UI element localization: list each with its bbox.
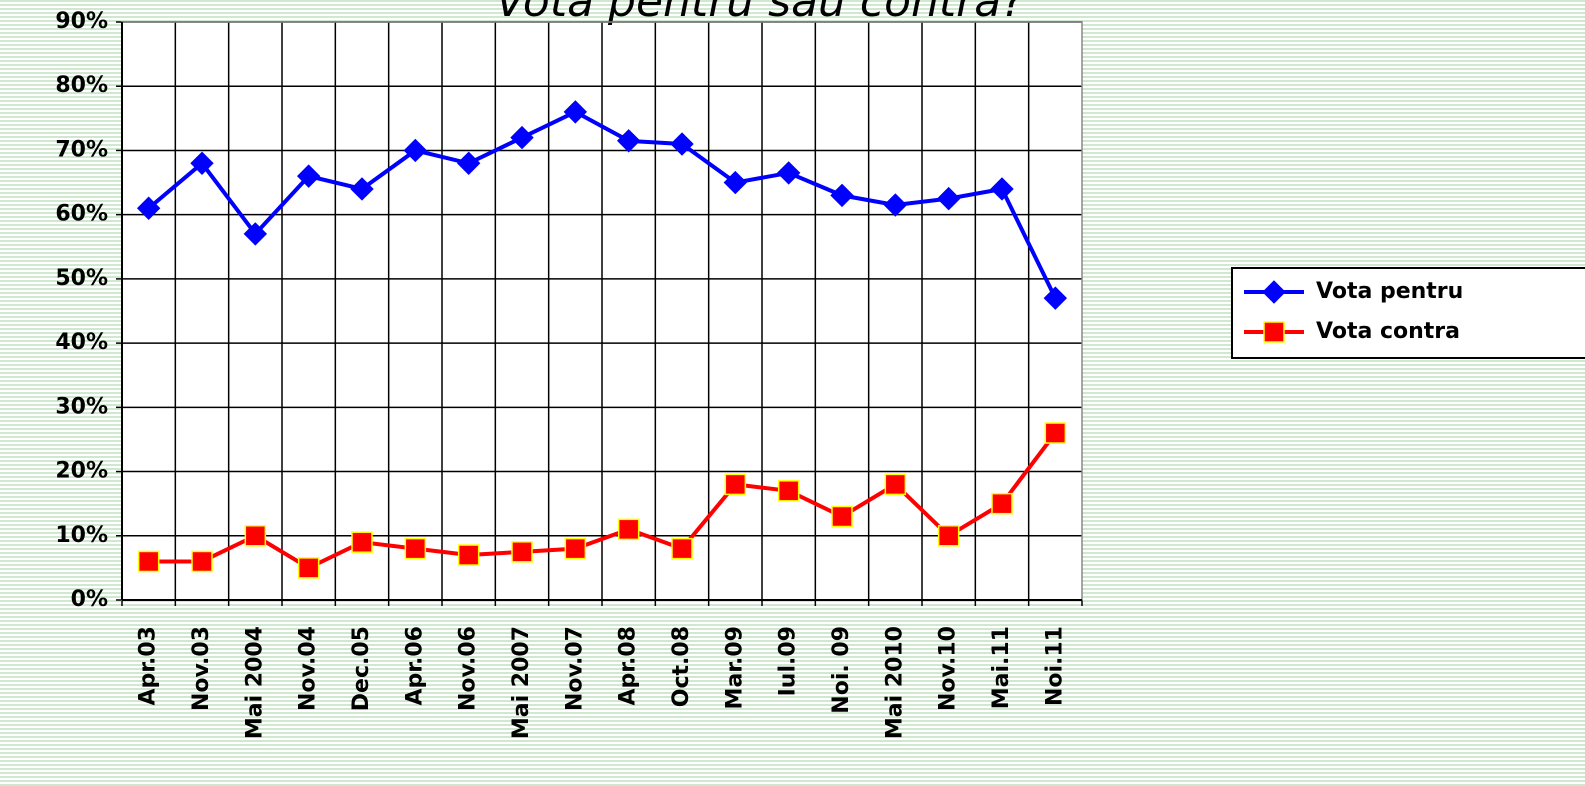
data-point	[616, 129, 641, 153]
data-point	[404, 537, 427, 560]
data-point	[244, 525, 267, 547]
chart-title: Vota pentru sau contra?	[495, 0, 1024, 27]
data-point	[723, 170, 748, 195]
data-point	[617, 518, 640, 541]
x-tick-label: Nov.04	[296, 626, 321, 711]
x-tick-label: Nov.07	[562, 626, 587, 711]
data-point	[136, 196, 161, 220]
y-tick-label: 90%	[55, 9, 108, 34]
x-tick-label: Apr.08	[616, 626, 641, 705]
data-point	[137, 550, 160, 573]
x-tick-label: Nov.10	[936, 626, 961, 711]
x-tick-label: Noi.11	[1042, 626, 1067, 706]
data-point	[883, 193, 908, 217]
data-point	[190, 151, 214, 175]
x-tick-label: Nov.03	[189, 626, 214, 711]
y-tick-label: 40%	[55, 330, 108, 355]
data-point	[936, 186, 961, 211]
legend-marker	[1263, 321, 1285, 343]
x-tick-label: Mar.09	[722, 626, 747, 709]
data-point	[403, 138, 428, 163]
data-point	[297, 557, 320, 579]
x-tick-label: Dec.05	[349, 626, 374, 711]
data-point	[724, 473, 747, 496]
data-point	[777, 480, 800, 502]
y-tick-label: 20%	[55, 459, 108, 484]
x-tick-label: Mai 2010	[882, 626, 907, 739]
data-point	[937, 525, 960, 547]
x-tick-label: Apr.06	[402, 626, 427, 705]
data-point	[776, 161, 801, 185]
data-point	[243, 222, 268, 246]
data-point	[350, 177, 374, 201]
data-point	[457, 544, 480, 566]
data-point	[1044, 422, 1067, 444]
y-tick-label: 10%	[55, 523, 108, 548]
x-tick-label: Oct.08	[669, 626, 694, 707]
x-tick-label: Mai 2007	[509, 626, 534, 739]
data-point	[351, 531, 373, 553]
data-point	[564, 537, 587, 560]
data-point	[296, 164, 321, 188]
data-point	[563, 100, 588, 124]
y-tick-label: 50%	[55, 266, 108, 291]
x-tick-label: Mai.11	[989, 626, 1014, 709]
legend-box	[1231, 267, 1585, 359]
y-tick-label: 0%	[71, 587, 108, 612]
data-point	[671, 537, 693, 560]
data-point	[456, 151, 481, 175]
data-point	[830, 183, 854, 208]
data-point	[191, 550, 213, 573]
data-point	[884, 473, 907, 496]
x-tick-label: Nov.06	[456, 626, 481, 711]
legend-label: Vota pentru	[1316, 279, 1463, 304]
legend-label: Vota contra	[1316, 319, 1460, 344]
data-point	[670, 132, 694, 156]
data-point	[991, 492, 1013, 515]
data-point	[1043, 286, 1068, 310]
x-tick-label: Iul.09	[776, 626, 801, 696]
y-tick-label: 60%	[55, 202, 108, 227]
y-tick-label: 30%	[55, 394, 108, 419]
y-tick-label: 70%	[55, 137, 108, 162]
data-point	[510, 125, 534, 150]
legend-marker	[1262, 280, 1286, 304]
y-tick-label: 80%	[55, 73, 108, 98]
legend: Vota pentru Vota contra	[1231, 267, 1585, 359]
data-point	[511, 541, 533, 563]
data-point	[831, 505, 853, 528]
x-tick-label: Apr.03	[136, 626, 161, 705]
data-point	[990, 177, 1014, 201]
x-tick-label: Noi. 09	[829, 626, 854, 714]
x-tick-label: Mai 2004	[242, 626, 267, 739]
